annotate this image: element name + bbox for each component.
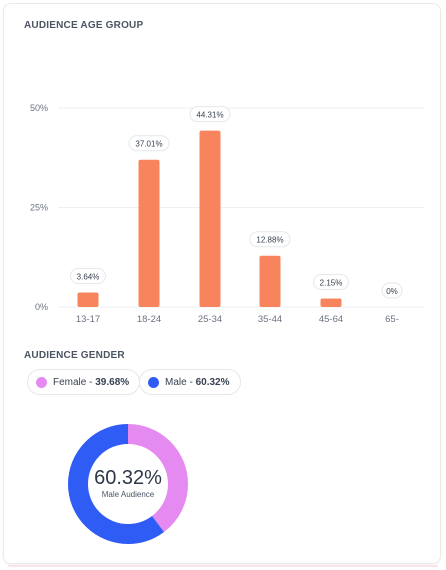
x-tick-label: 45-64 — [319, 314, 343, 325]
bar[interactable] — [259, 255, 281, 307]
legend-male-label: Male — [165, 376, 187, 388]
donut-center-label: Male Audience — [101, 490, 155, 499]
data-label-pill — [313, 273, 349, 290]
bar[interactable] — [199, 130, 221, 307]
legend-male-value: 60.32% — [195, 376, 230, 388]
bar[interactable] — [320, 298, 342, 307]
legend-female-value: 39.68% — [95, 376, 130, 388]
data-label: 44.31% — [196, 111, 223, 120]
bar[interactable] — [138, 159, 160, 307]
male-dot-icon — [148, 376, 159, 388]
legend-female[interactable]: Female - 39.68% — [27, 369, 141, 395]
legend-female-label: Female — [53, 376, 87, 388]
data-label: 0% — [386, 287, 398, 296]
x-tick-label: 65- — [385, 314, 399, 325]
y-tick-label: 50% — [30, 103, 48, 113]
data-label: 2.15% — [320, 278, 343, 287]
card-bottom-accent — [8, 565, 438, 567]
age-group-title: AUDIENCE AGE GROUP — [24, 20, 144, 31]
data-label-pill — [249, 231, 291, 248]
data-label-pill — [128, 135, 170, 152]
x-tick-label: 35-44 — [258, 314, 282, 325]
data-label: 3.64% — [77, 273, 100, 282]
x-tick-label: 18-24 — [137, 314, 161, 325]
data-label-pill — [70, 268, 106, 285]
data-label-pill — [189, 106, 231, 123]
x-tick-label: 25-34 — [198, 314, 222, 325]
donut-center-value: 60.32% — [94, 467, 162, 489]
data-label-pill — [381, 282, 403, 299]
age-bar-chart: 0% 25% 50% 3.64% 13-17 37.01% 18-24 44.31% 25-34… — [30, 103, 424, 325]
x-tick-label: 13-17 — [76, 314, 100, 325]
data-label: 37.01% — [135, 140, 162, 149]
gender-title: AUDIENCE GENDER — [24, 350, 125, 361]
y-tick-label: 0% — [35, 302, 48, 312]
legend-male[interactable]: Male - 60.32% — [139, 369, 241, 395]
data-label: 12.88% — [256, 236, 283, 245]
female-dot-icon — [36, 376, 47, 388]
bar[interactable] — [77, 292, 99, 307]
y-tick-label: 25% — [30, 203, 48, 213]
